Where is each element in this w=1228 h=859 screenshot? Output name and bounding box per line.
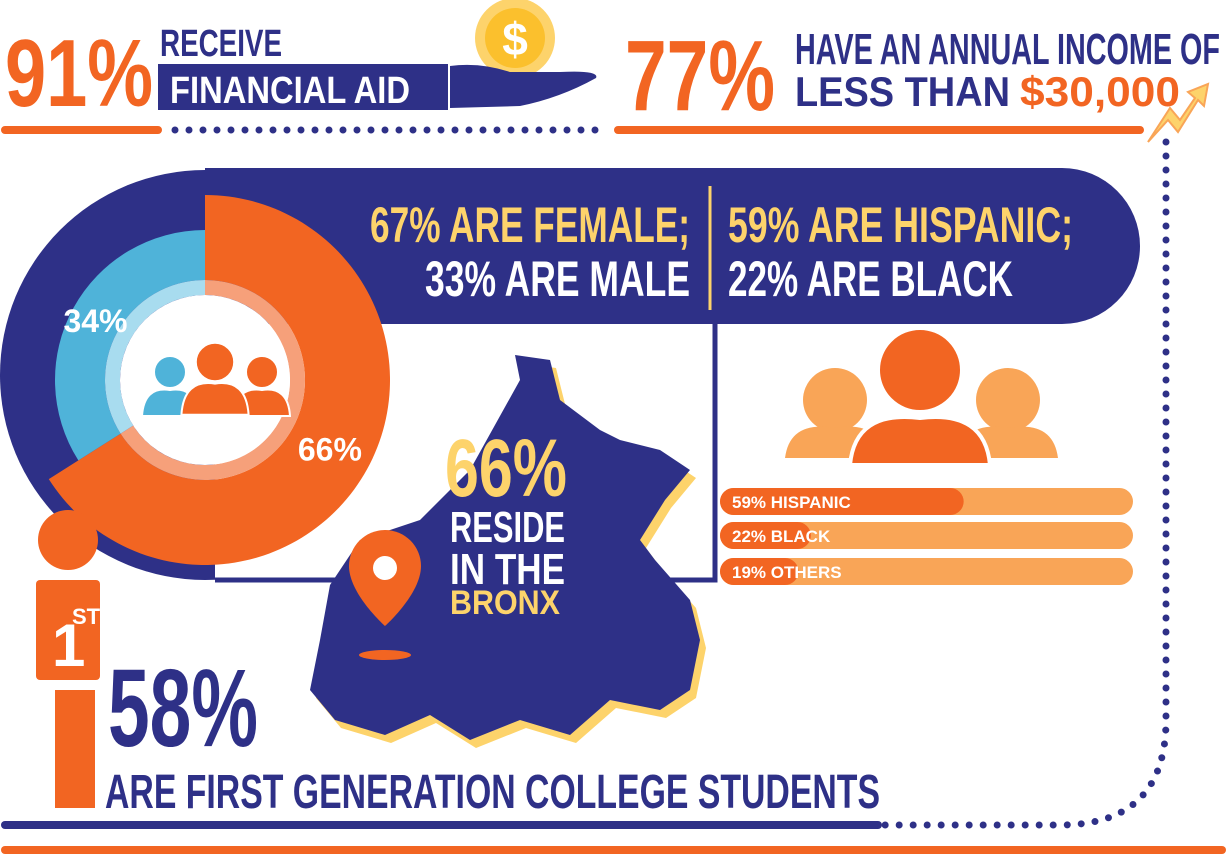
people-icon bbox=[785, 326, 1058, 467]
bar bbox=[720, 558, 799, 585]
person-icon bbox=[153, 355, 187, 389]
donut: 66% 34% bbox=[48, 195, 390, 565]
cuff bbox=[426, 64, 448, 110]
person-icon bbox=[245, 355, 279, 389]
label: RESIDE bbox=[450, 503, 565, 552]
donut-inner bbox=[105, 279, 205, 434]
bar-label: 19% OTHERS bbox=[732, 563, 842, 582]
stat: 33% ARE MALE bbox=[425, 251, 690, 307]
label: LESS THAN bbox=[795, 68, 1010, 115]
percent: 58% bbox=[108, 647, 258, 770]
i-dot bbox=[38, 510, 98, 570]
percent: 91% bbox=[5, 20, 153, 127]
badge bbox=[36, 580, 100, 680]
banner bbox=[205, 168, 1140, 324]
label: HAVE AN ANNUAL INCOME OF bbox=[795, 25, 1220, 74]
person-icon bbox=[194, 341, 236, 383]
bar-list: 59% HISPANIC 22% BLACK 19% OTHERS bbox=[720, 488, 1133, 585]
stat: 67% ARE FEMALE; bbox=[370, 197, 690, 253]
donut-segment bbox=[55, 230, 205, 461]
bar bbox=[720, 488, 964, 515]
label-highlight: $30,000 bbox=[1020, 68, 1180, 115]
donut-segment bbox=[48, 195, 390, 565]
i-stem bbox=[55, 690, 95, 808]
bar-label: 59% HISPANIC bbox=[732, 493, 851, 512]
badge-sup: ST bbox=[72, 604, 101, 629]
percent: 77% bbox=[625, 20, 775, 132]
bar-track bbox=[720, 522, 1133, 549]
percent: 66% bbox=[445, 423, 567, 514]
coin-symbol: $ bbox=[502, 13, 528, 65]
donut-center bbox=[120, 295, 290, 465]
pin-dot bbox=[373, 556, 397, 580]
label-box bbox=[158, 64, 440, 110]
label: IN THE bbox=[450, 545, 565, 594]
label: ARE FIRST GENERATION COLLEGE STUDENTS bbox=[105, 766, 880, 819]
map bbox=[310, 355, 700, 740]
pin-base bbox=[359, 650, 411, 660]
bar-track bbox=[720, 558, 1133, 585]
person-icon bbox=[180, 382, 250, 416]
coin-face bbox=[485, 8, 545, 68]
stat: 22% ARE BLACK bbox=[728, 251, 1013, 307]
donut-label: 66% bbox=[298, 432, 362, 468]
bar bbox=[720, 522, 811, 549]
hand-icon bbox=[450, 64, 597, 108]
label: RECEIVE bbox=[160, 23, 282, 65]
label-highlight: BRONX bbox=[450, 584, 560, 622]
label: FINANCIAL AID bbox=[170, 70, 410, 112]
badge-text: 1 bbox=[52, 612, 85, 679]
donut-label: 34% bbox=[63, 303, 127, 339]
stat: 59% ARE HISPANIC; bbox=[728, 197, 1073, 253]
bar-label: 22% BLACK bbox=[732, 527, 831, 546]
arrow-icon bbox=[1147, 82, 1210, 143]
